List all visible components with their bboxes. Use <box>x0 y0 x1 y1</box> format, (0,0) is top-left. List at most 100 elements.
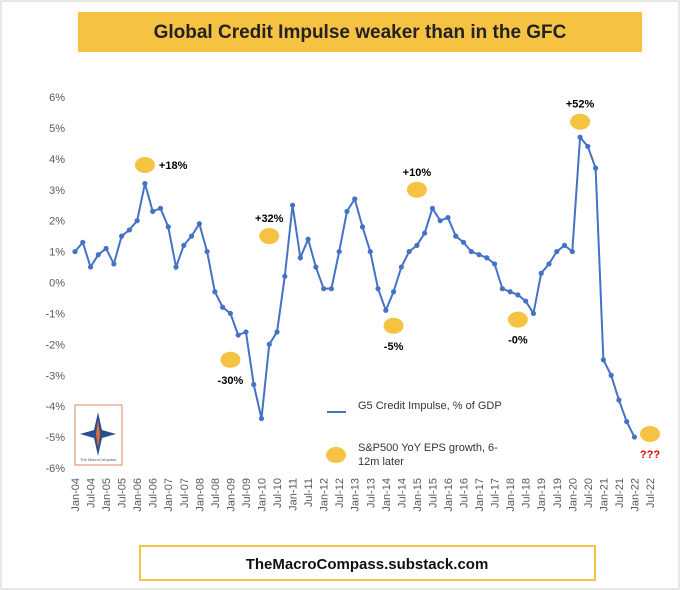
x-tick-label: Jan-17 <box>474 478 486 512</box>
annotation-marker <box>507 311 528 328</box>
logo-needle <box>96 420 100 448</box>
data-point <box>577 134 583 140</box>
data-point <box>212 289 218 295</box>
x-tick-label: Jan-13 <box>350 478 362 512</box>
data-point <box>258 415 265 422</box>
y-tick-label: -5% <box>45 432 65 444</box>
y-tick-label: -6% <box>45 463 65 475</box>
annotation-marker <box>406 181 427 198</box>
y-tick-label: -4% <box>45 401 65 413</box>
data-point <box>220 304 226 310</box>
annotation-marker <box>134 157 155 174</box>
annotation-label: +18% <box>159 160 188 172</box>
data-point <box>328 286 335 292</box>
data-point <box>608 372 614 378</box>
data-point <box>313 264 319 270</box>
data-point <box>251 381 257 388</box>
x-tick-label: Jan-05 <box>101 478 113 512</box>
x-tick-label: Jan-11 <box>288 478 300 511</box>
data-point <box>274 329 280 335</box>
data-point <box>523 298 529 304</box>
annotation-marker <box>640 425 660 442</box>
data-point <box>453 233 459 239</box>
data-point <box>103 245 109 252</box>
data-point <box>289 202 296 208</box>
y-tick-label: -3% <box>45 370 65 382</box>
data-point <box>437 218 443 224</box>
y-tick-label: 3% <box>49 185 65 197</box>
data-point <box>406 248 412 255</box>
data-point <box>150 208 156 214</box>
chart-title: Global Credit Impulse weaker than in the… <box>154 22 567 43</box>
data-point <box>507 289 513 295</box>
annotation-marker <box>259 228 280 245</box>
data-point <box>569 248 575 255</box>
annotation-label: ??? <box>640 449 660 461</box>
x-tick-label: Jul-16 <box>459 478 471 508</box>
y-tick-label: 6% <box>49 92 65 104</box>
x-tick-label: Jan-20 <box>567 478 579 512</box>
y-tick-label: -2% <box>45 339 65 351</box>
data-point <box>134 218 140 224</box>
data-point <box>188 233 195 239</box>
x-tick-label: Jul-10 <box>272 478 284 508</box>
x-tick-label: Jul-22 <box>645 478 657 508</box>
x-tick-label: Jul-15 <box>427 478 439 508</box>
data-point <box>282 273 288 279</box>
x-tick-label: Jan-18 <box>505 478 517 512</box>
x-tick-label: Jan-09 <box>225 478 237 512</box>
data-point <box>126 227 132 233</box>
logo: The MacroCompass <box>74 404 123 466</box>
data-point <box>585 143 591 150</box>
data-point <box>352 196 358 202</box>
x-tick-label: Jul-06 <box>148 478 160 508</box>
data-point <box>460 239 467 245</box>
data-point <box>266 341 272 347</box>
annotation-label: -30% <box>218 375 244 387</box>
x-tick-label: Jan-12 <box>319 478 331 512</box>
legend-label: G5 Credit Impulse, % of GDP <box>358 400 502 412</box>
x-tick-label: Jul-17 <box>490 478 502 508</box>
data-point <box>235 332 241 338</box>
data-point <box>554 248 560 255</box>
x-tick-label: Jul-21 <box>614 478 626 508</box>
data-point <box>546 261 552 267</box>
data-point <box>173 264 179 270</box>
x-tick-label: Jul-11 <box>303 478 315 507</box>
x-tick-label: Jan-10 <box>256 478 268 512</box>
x-tick-label: Jul-13 <box>365 478 377 508</box>
title-box <box>78 12 642 52</box>
annotation-label: -5% <box>384 341 404 353</box>
data-point <box>445 214 451 221</box>
x-tick-label: Jul-07 <box>179 478 191 508</box>
x-tick-label: Jul-19 <box>552 478 564 508</box>
data-point <box>390 289 397 295</box>
data-point <box>321 286 327 292</box>
data-point <box>157 205 164 211</box>
data-point <box>538 270 544 276</box>
x-tick-label: Jan-06 <box>132 478 144 512</box>
x-tick-label: Jan-19 <box>536 478 548 512</box>
data-point <box>344 208 350 214</box>
data-point <box>468 248 474 255</box>
x-tick-label: Jul-08 <box>210 478 222 508</box>
data-point <box>422 230 428 236</box>
y-tick-label: 4% <box>49 154 65 166</box>
x-tick-label: Jul-14 <box>396 478 408 508</box>
data-point <box>600 357 606 363</box>
data-point <box>80 239 86 245</box>
x-tick-label: Jan-21 <box>598 478 610 512</box>
data-point <box>204 248 210 255</box>
annotation-label: -0% <box>508 335 528 347</box>
data-point <box>491 261 498 267</box>
y-tick-label: 2% <box>49 216 65 228</box>
footer: TheMacroCompass.substack.com <box>246 556 489 573</box>
annotation-label: +52% <box>566 99 595 111</box>
x-tick-label: Jan-14 <box>381 478 393 512</box>
data-point <box>72 248 78 255</box>
data-point <box>375 286 381 292</box>
data-point <box>429 205 436 211</box>
